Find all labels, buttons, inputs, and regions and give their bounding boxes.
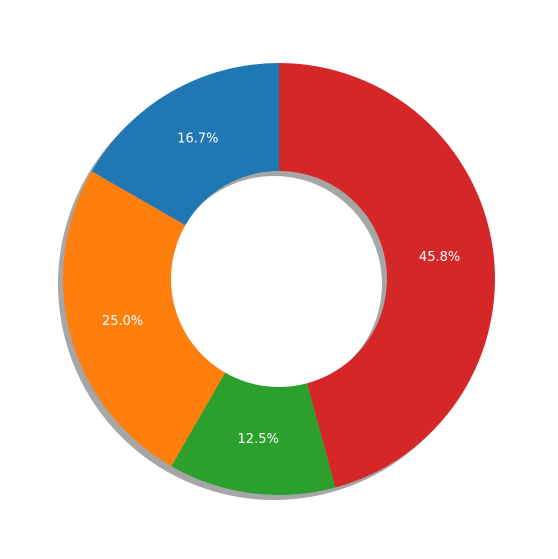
slice: [279, 63, 495, 488]
slice-label: 12.5%: [238, 432, 279, 447]
slice-label: 45.8%: [419, 250, 460, 265]
slice: [171, 372, 336, 495]
slice: [62, 171, 226, 467]
label-layer: 16.7% 25.0% 12.5% 45.8%: [102, 131, 460, 447]
slice-label: 16.7%: [177, 131, 218, 146]
slice: [91, 63, 280, 226]
slice-layer: [62, 63, 495, 495]
slice-label: 25.0%: [102, 314, 143, 329]
